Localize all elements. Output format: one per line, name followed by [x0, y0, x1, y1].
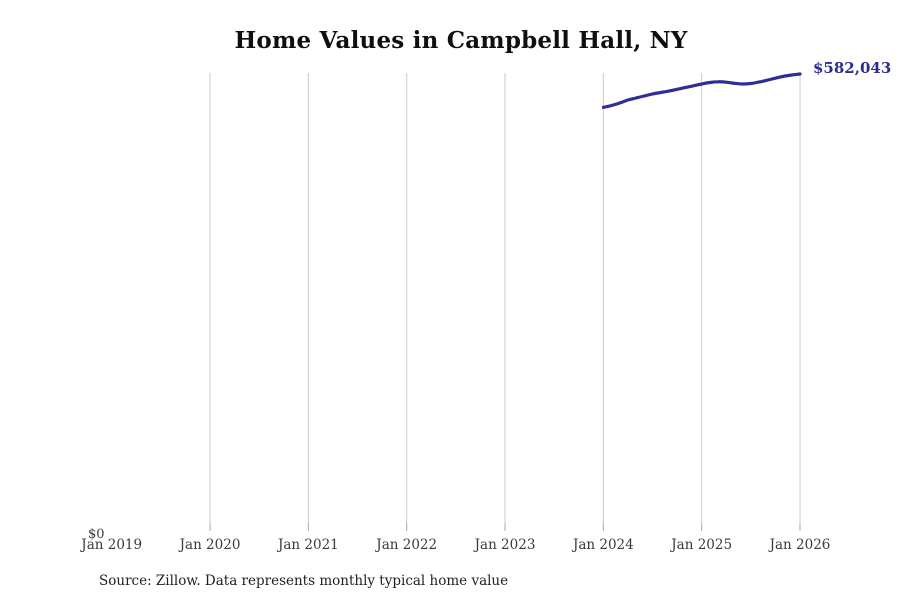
x-tick-label: Jan 2020 — [179, 537, 241, 553]
x-tick-label: Jan 2023 — [474, 537, 536, 553]
y-axis-zero-label: $0 — [88, 527, 105, 542]
x-tick-label: Jan 2019 — [81, 537, 143, 553]
source-note: Source: Zillow. Data represents monthly … — [99, 573, 509, 589]
home-value-line — [601, 72, 802, 109]
latest-value-label: $582,043 — [813, 59, 892, 77]
chart-title: Home Values in Campbell Hall, NY — [234, 27, 688, 54]
x-tick-label: Jan 2021 — [277, 537, 339, 553]
x-tick-label: Jan 2024 — [572, 537, 634, 553]
x-tick-label: Jan 2022 — [376, 537, 438, 553]
x-tick-label: Jan 2026 — [769, 537, 831, 553]
x-tick-label: Jan 2025 — [671, 537, 733, 553]
